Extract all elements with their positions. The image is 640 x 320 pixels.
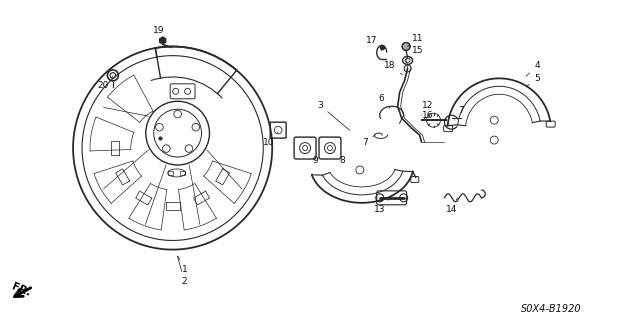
Text: 4: 4 [526, 61, 540, 76]
Text: 2: 2 [177, 256, 188, 286]
Text: S0X4-B1920: S0X4-B1920 [521, 304, 581, 314]
Text: 8: 8 [333, 150, 345, 164]
Text: 15: 15 [410, 46, 423, 59]
Text: 19: 19 [153, 26, 164, 41]
Text: 17: 17 [366, 36, 381, 51]
Circle shape [376, 194, 384, 202]
Bar [180, 171, 185, 175]
Circle shape [402, 43, 410, 51]
Text: 16: 16 [422, 111, 433, 120]
Text: 11: 11 [408, 34, 423, 46]
Text: 14: 14 [445, 198, 458, 214]
Text: 1: 1 [178, 256, 188, 274]
Text: 13: 13 [374, 200, 388, 214]
Text: 20: 20 [97, 76, 113, 90]
Text: 12: 12 [422, 101, 433, 115]
Text: 10: 10 [262, 132, 278, 147]
Text: 7: 7 [454, 106, 464, 120]
Text: 5: 5 [526, 74, 540, 87]
Text: 3: 3 [317, 101, 349, 130]
Text: 18: 18 [384, 61, 403, 75]
Text: FR.: FR. [10, 282, 32, 298]
Text: 9: 9 [308, 150, 318, 164]
Bar [168, 171, 173, 175]
Text: 7: 7 [362, 135, 376, 147]
Text: 6: 6 [379, 94, 390, 108]
Circle shape [399, 194, 408, 202]
